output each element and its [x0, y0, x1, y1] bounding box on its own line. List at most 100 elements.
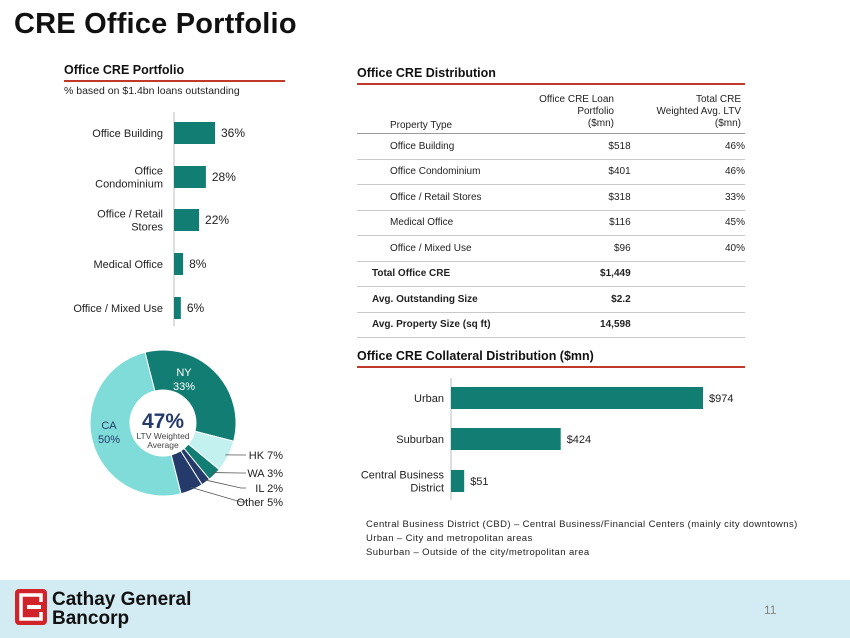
collateral-title-rule — [357, 366, 745, 368]
page-title: CRE Office Portfolio — [14, 8, 297, 40]
total-label-cell: Total Office CRE — [357, 261, 529, 287]
ltv-value-cell: 40% — [630, 235, 745, 262]
property-type-cell: Medical Office — [357, 210, 529, 236]
donut-ca-value: 50% — [98, 434, 120, 446]
header-loan-portfolio: Office CRE Loan Portfolio ($mn) — [486, 94, 614, 130]
loan-value-cell: $96 — [528, 235, 631, 262]
donut-legend-label: Other 5% — [237, 497, 284, 509]
portfolio-category-label: Office Condominium — [95, 166, 163, 191]
table-row: Office / Mixed Use $96 40% — [357, 235, 745, 262]
header-loan-line-2: Portfolio — [577, 106, 614, 117]
portfolio-chart-title: Office CRE Portfolio — [64, 63, 185, 77]
footnotes: Central Business District (CBD) – Centra… — [366, 518, 798, 560]
total-value-cell: $1,449 — [528, 261, 631, 287]
property-type-cell: Office Building — [357, 134, 529, 160]
collateral-value-label: $974 — [709, 393, 733, 405]
distribution-title-rule — [357, 83, 745, 85]
portfolio-category-label: Medical Office — [94, 259, 164, 271]
portfolio-bar — [174, 209, 200, 231]
logo-line-2: Bancorp — [52, 608, 130, 629]
logo-line-1: Cathay General — [52, 589, 192, 610]
collateral-category-label: Suburban — [396, 434, 444, 446]
donut-ny-value: 33% — [173, 381, 195, 393]
collateral-bar — [451, 428, 561, 450]
donut-legend-label: WA 3% — [247, 468, 283, 480]
ltv-value-cell: 46% — [630, 159, 745, 185]
collateral-bar — [451, 470, 465, 492]
collateral-value-label: $424 — [567, 434, 591, 446]
donut-center-label-2: Average — [147, 440, 179, 450]
header-property-type: Property Type — [390, 120, 453, 131]
portfolio-bar — [174, 122, 215, 144]
portfolio-bar — [174, 253, 184, 275]
portfolio-value-label: 22% — [205, 213, 229, 227]
header-ltv-line-1: Total CRE — [695, 94, 741, 105]
footer-bar — [0, 580, 850, 638]
portfolio-bar — [174, 166, 206, 188]
footnote-suburban: Suburban – Outside of the city/metropoli… — [366, 547, 590, 558]
distribution-table: Office Building $518 46% Office Condominium… — [357, 134, 745, 338]
total-row: Total Office CRE $1,449 — [357, 261, 745, 287]
portfolio-value-label: 6% — [187, 301, 205, 315]
collateral-category-label: Urban — [414, 393, 444, 405]
property-type-cell: Office Condominium — [357, 159, 529, 185]
property-type-cell: Office / Retail Stores — [357, 184, 529, 211]
total-empty-cell — [630, 261, 745, 287]
total-empty-cell — [630, 312, 745, 338]
total-row: Avg. Property Size (sq ft) 14,598 — [357, 312, 745, 338]
table-row: Office Building $518 46% — [357, 134, 745, 160]
total-label-cell: Avg. Property Size (sq ft) — [357, 312, 529, 338]
portfolio-title-rule — [64, 80, 285, 82]
header-ltv-line-3: ($mn) — [714, 118, 741, 129]
portfolio-category-label: Office / Mixed Use — [73, 303, 163, 315]
logo-wordmark: Cathay General Bancorp — [52, 590, 191, 628]
donut-ny-label: NY — [176, 367, 192, 379]
donut-center-value: 47% — [142, 410, 184, 433]
total-value-cell: 14,598 — [528, 312, 631, 338]
distribution-title: Office CRE Distribution — [357, 66, 496, 80]
donut-slice-ny — [144, 349, 237, 442]
loan-value-cell: $116 — [528, 210, 631, 236]
total-label-cell: Avg. Outstanding Size — [357, 286, 529, 313]
portfolio-value-label: 8% — [189, 257, 207, 271]
ltv-value-cell: 33% — [630, 184, 745, 211]
portfolio-value-label: 28% — [212, 170, 236, 184]
collateral-value-label: $51 — [470, 476, 488, 488]
loan-value-cell: $401 — [528, 159, 631, 185]
donut-ca-label: CA — [101, 420, 117, 432]
ltv-value-cell: 45% — [630, 210, 745, 236]
portfolio-bar-chart: 36% Office Building 28% Office Condominium 22… — [73, 112, 245, 326]
portfolio-category-label: Office Building — [92, 128, 163, 140]
total-row: Avg. Outstanding Size $2.2 — [357, 286, 745, 313]
loan-value-cell: $518 — [528, 134, 631, 160]
header-rule — [357, 133, 745, 134]
table-row: Office Condominium $401 46% — [357, 159, 745, 185]
loan-value-cell: $318 — [528, 184, 631, 211]
collateral-bar — [451, 387, 703, 409]
donut-legend-label: HK 7% — [249, 450, 283, 462]
portfolio-value-label: 36% — [221, 126, 245, 140]
page-number: 11 — [764, 603, 777, 617]
table-row: Office / Retail Stores $318 33% — [357, 184, 745, 211]
header-loan-line-1: Office CRE Loan — [539, 94, 614, 105]
collateral-category-label: Central Business District — [361, 470, 445, 495]
header-ltv-line-2: Weighted Avg. LTV — [656, 106, 742, 117]
portfolio-category-label: Office / Retail Stores — [97, 209, 163, 234]
header-ltv: Total CRE Weighted Avg. LTV ($mn) — [614, 94, 742, 130]
portfolio-bar — [174, 297, 181, 319]
table-row: Medical Office $116 45% — [357, 210, 745, 236]
donut-center-label-1: LTV Weighted — [136, 431, 189, 441]
total-empty-cell — [630, 286, 745, 313]
footnote-cbd: Central Business District (CBD) – Centra… — [366, 519, 798, 530]
donut-legend-label: IL 2% — [255, 483, 283, 495]
footnote-urban: Urban – City and metropolitan areas — [366, 533, 533, 544]
property-type-cell: Office / Mixed Use — [357, 235, 529, 262]
header-loan-line-3: ($mn) — [587, 118, 614, 129]
donut-slice-ca — [89, 351, 182, 497]
collateral-title: Office CRE Collateral Distribution ($mn) — [357, 349, 594, 363]
portfolio-chart-subtitle: % based on $1.4bn loans outstanding — [64, 85, 240, 97]
donut-leader-line — [190, 486, 246, 503]
total-value-cell: $2.2 — [528, 286, 631, 313]
donut-leader-line — [203, 479, 246, 489]
